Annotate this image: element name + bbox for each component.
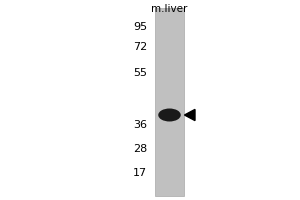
Text: 72: 72 [133, 42, 147, 52]
Text: 55: 55 [133, 68, 147, 78]
Ellipse shape [158, 108, 181, 121]
Text: m.liver: m.liver [151, 4, 188, 14]
Text: 95: 95 [133, 22, 147, 32]
Bar [155, 8, 184, 196]
Text: 17: 17 [133, 168, 147, 178]
Text: 36: 36 [133, 120, 147, 130]
Polygon shape [184, 109, 195, 121]
Text: 28: 28 [133, 144, 147, 154]
